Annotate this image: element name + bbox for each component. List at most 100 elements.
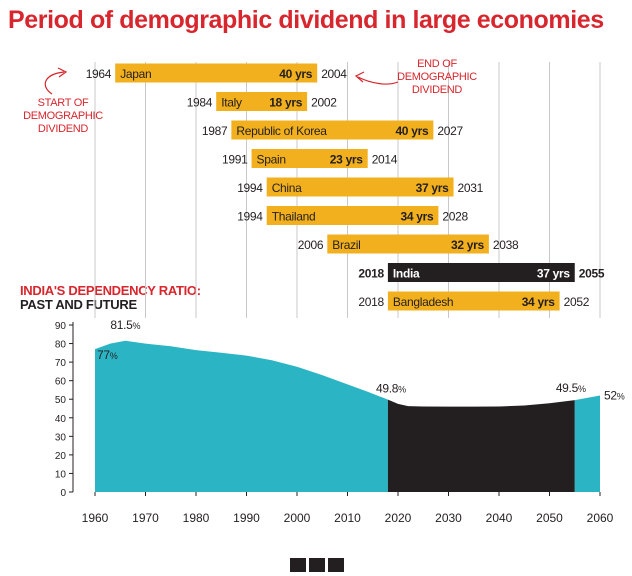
x-tick-label: 2030 <box>435 511 462 525</box>
bar-country-label: India <box>393 267 420 281</box>
bar-start-year: 2006 <box>298 238 324 252</box>
timeline-row: 1994 2031 China 37 yrs <box>237 177 484 197</box>
area-future <box>574 395 600 492</box>
area-chart-title: INDIA'S DEPENDENCY RATIO: <box>20 283 201 298</box>
footer-squares-icon <box>290 558 344 572</box>
timeline-row: 1964 2004 Japan 40 yrs <box>86 63 348 83</box>
bar-end-year: 2055 <box>579 267 605 281</box>
bar-country-label: Thailand <box>272 210 316 224</box>
bar-duration-label: 34 yrs <box>400 210 434 224</box>
start-arrow-head <box>57 67 68 78</box>
y-tick-label: 70 <box>55 358 67 369</box>
bar-end-year: 2031 <box>458 181 484 195</box>
bar-end-year: 2052 <box>564 295 590 309</box>
area-highlight-dividend <box>387 399 575 492</box>
page-title: Period of demographic dividend in large … <box>8 6 604 34</box>
y-tick-label: 90 <box>55 321 67 332</box>
bar-country-label: Brazil <box>332 238 360 252</box>
start-annotation-text: DIVIDEND <box>38 123 89 135</box>
bar-end-year: 2028 <box>442 210 468 224</box>
timeline-row: 2018 2052 Bangladesh 34 yrs <box>358 291 590 311</box>
timeline-bar <box>231 120 434 140</box>
y-tick-label: 50 <box>55 395 67 406</box>
start-annotation-text: DEMOGRAPHIC <box>23 110 103 122</box>
timeline-bar <box>387 291 560 311</box>
area-value-label: 81.5% <box>110 318 140 332</box>
y-tick-label: 30 <box>55 432 67 443</box>
timeline-row: 1994 2028 Thailand 34 yrs <box>237 206 469 225</box>
area-past <box>95 340 388 492</box>
y-tick-label: 80 <box>55 340 67 351</box>
bar-duration-label: 34 yrs <box>522 295 556 309</box>
bar-duration-label: 23 yrs <box>330 153 364 167</box>
bar-country-label: Bangladesh <box>393 295 453 309</box>
bar-duration-label: 40 yrs <box>395 124 429 138</box>
y-tick-label: 0 <box>60 488 66 499</box>
x-tick-label: 1960 <box>82 511 109 525</box>
bar-start-year: 1964 <box>86 67 112 81</box>
bar-end-year: 2027 <box>437 124 463 138</box>
timeline-bar <box>387 263 575 282</box>
timeline-bars: 1964 2004 Japan 40 yrs 1984 2002 Italy 18 yrs 19… <box>86 63 605 311</box>
bar-duration-label: 32 yrs <box>451 238 485 252</box>
bar-duration-label: 18 yrs <box>269 96 303 110</box>
bar-end-year: 2002 <box>311 96 337 110</box>
dependency-ratio-area <box>95 340 600 492</box>
end-annotation-text: END OF <box>417 58 457 70</box>
timeline-bar <box>327 234 489 254</box>
bar-duration-label: 37 yrs <box>416 181 450 195</box>
bar-country-label: Republic of Korea <box>236 124 327 138</box>
y-tick-label: 10 <box>55 469 67 480</box>
timeline-row: 1987 2027 Republic of Korea 40 yrs <box>202 120 464 140</box>
x-tick-label: 2050 <box>536 511 563 525</box>
area-value-label: 49.5% <box>556 381 586 395</box>
end-annotation-text: DEMOGRAPHIC <box>397 71 477 83</box>
timeline-bar <box>216 92 308 111</box>
area-chart-subtitle: PAST AND FUTURE <box>20 297 137 312</box>
bar-start-year: 1984 <box>187 96 213 110</box>
x-tick-label: 2010 <box>334 511 361 525</box>
x-tick-label: 1970 <box>132 511 159 525</box>
x-tick-label: 2020 <box>385 511 412 525</box>
y-tick-label: 40 <box>55 414 67 425</box>
bar-duration-label: 40 yrs <box>279 67 313 81</box>
bar-end-year: 2004 <box>321 67 347 81</box>
bar-country-label: Spain <box>257 153 286 167</box>
area-value-label: 52% <box>604 389 625 403</box>
bar-country-label: Japan <box>120 67 151 81</box>
x-tick-label: 2040 <box>486 511 513 525</box>
bar-start-year: 1991 <box>222 153 248 167</box>
x-tick-label: 1980 <box>183 511 210 525</box>
y-tick-label: 60 <box>55 377 67 388</box>
timeline-bar <box>266 206 439 225</box>
timeline-row: 2018 2055 India 37 yrs <box>358 263 605 282</box>
bar-start-year: 1994 <box>237 181 263 195</box>
timeline-bar <box>266 177 454 197</box>
bar-start-year: 1987 <box>202 124 228 138</box>
area-value-label: 77% <box>97 348 118 362</box>
bar-country-label: Italy <box>221 96 242 110</box>
bar-start-year: 2018 <box>358 267 384 281</box>
x-tick-label: 1990 <box>233 511 260 525</box>
area-value-label: 49.8% <box>376 382 406 396</box>
bar-country-label: China <box>272 181 302 195</box>
dependency-ratio-labels: 77% 81.5% 49.8% 49.5% 52% <box>97 318 625 403</box>
footer-square <box>290 558 306 572</box>
bar-start-year: 2018 <box>358 295 384 309</box>
end-annotation-text: DIVIDEND <box>412 84 463 96</box>
timeline-bar <box>115 63 318 83</box>
start-annotation-text: START OF <box>38 97 89 109</box>
x-tick-label: 2060 <box>587 511 614 525</box>
timeline-bar <box>251 149 368 168</box>
timeline-row: 2006 2038 Brazil 32 yrs <box>298 234 519 254</box>
bar-end-year: 2038 <box>493 238 519 252</box>
end-annotation-arrow <box>357 76 399 85</box>
bar-end-year: 2014 <box>372 153 398 167</box>
footer-square <box>328 558 344 572</box>
start-annotation-arrow <box>44 71 65 95</box>
bar-start-year: 1994 <box>237 210 263 224</box>
timeline-row: 1991 2014 Spain 23 yrs <box>222 149 398 168</box>
